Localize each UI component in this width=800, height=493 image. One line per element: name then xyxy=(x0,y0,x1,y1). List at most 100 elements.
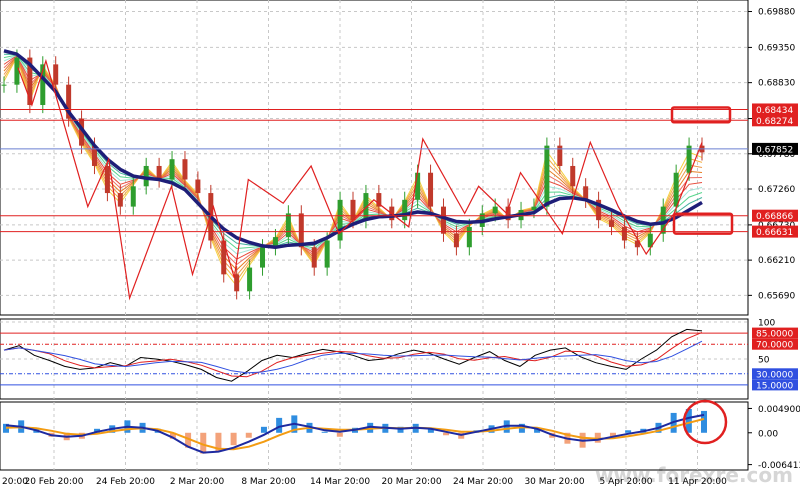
x-tick-label: 14 Mar 20:00 xyxy=(310,477,370,487)
macd-histogram-bar xyxy=(276,417,283,433)
rsi-tick-label: 50 xyxy=(758,356,770,366)
y-tick-label: 0.69350 xyxy=(758,43,795,53)
macd-tick-label: 0.0049007 xyxy=(758,405,800,415)
candle-body xyxy=(673,172,679,207)
x-tick-label: 5 Apr 20:00 xyxy=(600,477,653,487)
candle-body xyxy=(583,186,589,200)
candle-body xyxy=(402,199,408,221)
rsi-tick-label: 100 xyxy=(758,319,775,329)
candle-body xyxy=(686,145,692,173)
rsi-level-badge xyxy=(752,368,798,380)
macd-histogram-bar xyxy=(169,432,176,439)
ma-fan-line xyxy=(3,55,703,276)
price-level-label: 0.66631 xyxy=(756,228,793,238)
candle-body xyxy=(79,118,85,146)
price-level-label: 0.68434 xyxy=(756,106,793,116)
candle-body xyxy=(596,199,602,221)
x-tick-label: 8 Mar 20:00 xyxy=(241,477,296,487)
y-tick-label: 0.69880 xyxy=(758,8,795,18)
price-level-label: 0.66866 xyxy=(756,212,793,222)
macd-histogram-bar xyxy=(518,423,525,433)
candle-body xyxy=(466,226,472,248)
candle-body xyxy=(221,240,227,275)
candle-body xyxy=(182,159,188,180)
candle-body xyxy=(169,159,175,180)
candle-body xyxy=(14,57,20,85)
macd-tick-label: -0.0064131 xyxy=(758,461,800,471)
x-tick-label: 20 Feb 20:00 xyxy=(24,477,83,487)
moving-average-line xyxy=(3,49,703,250)
current-price-badge xyxy=(752,142,798,155)
candle-body xyxy=(156,165,162,180)
candle-body xyxy=(350,199,356,221)
candle-body xyxy=(27,57,33,105)
candle-body xyxy=(311,247,317,268)
candle-body xyxy=(570,165,576,187)
candle-body xyxy=(260,247,266,268)
candle-body xyxy=(298,213,304,248)
rsi-level-label: 85.0000 xyxy=(756,330,793,340)
candle-body xyxy=(40,64,46,105)
candle-body xyxy=(415,172,421,200)
support-highlight-box xyxy=(672,212,734,235)
price-level-badge xyxy=(752,114,798,127)
rsi-signal-line xyxy=(3,340,703,374)
x-tick-label: 24 Feb 20:00 xyxy=(96,477,155,487)
candle-body xyxy=(91,145,97,166)
y-tick-label: 0.67260 xyxy=(758,185,795,195)
candle-body xyxy=(621,226,627,241)
macd-histogram-bar xyxy=(185,432,192,448)
x-tick-label: 11 Apr 20:00 xyxy=(668,477,727,487)
candle-body xyxy=(531,206,537,210)
candle-body xyxy=(634,240,640,248)
macd-histogram-bar xyxy=(443,432,450,436)
x-tick-label: 2 Mar 20:00 xyxy=(170,477,225,487)
macd-histogram-bar xyxy=(3,423,9,433)
candle-body xyxy=(544,145,550,207)
macd-histogram-bar xyxy=(260,426,267,433)
rsi-level-label: 15.0000 xyxy=(756,381,793,391)
candle-body xyxy=(195,179,201,194)
macd-histogram-bar xyxy=(609,432,616,437)
macd-histogram-bar xyxy=(245,432,252,438)
rsi-level-badge xyxy=(752,338,798,350)
candle-body xyxy=(557,145,563,166)
macd-histogram-bar xyxy=(336,432,343,437)
rsi-level-badge xyxy=(752,379,798,391)
candle-body xyxy=(66,84,72,119)
candle-body xyxy=(376,193,382,207)
macd-panel-frame xyxy=(0,401,749,471)
candle-body xyxy=(130,186,136,207)
candle-body xyxy=(53,64,59,85)
macd-histogram-bar xyxy=(230,432,237,446)
current-price-label: 0.67852 xyxy=(756,145,793,155)
price-panel-frame xyxy=(0,0,749,316)
candle-body xyxy=(428,172,434,207)
macd-histogram-bar xyxy=(321,431,328,433)
zigzag-line xyxy=(17,58,703,301)
macd-line xyxy=(5,413,705,454)
watermark-text: www.forexre.com xyxy=(595,463,793,487)
candle-body xyxy=(272,237,278,248)
x-tick-label: 30 Mar 20:00 xyxy=(524,477,584,487)
y-tick-label: 0.68830 xyxy=(758,79,795,89)
macd-histogram-bar xyxy=(685,408,692,433)
y-tick-label: 0.65690 xyxy=(758,291,795,301)
candle-body xyxy=(324,240,330,268)
macd-histogram-bar xyxy=(701,410,707,433)
candle-body xyxy=(609,220,615,227)
x-tick-label: 20:00 xyxy=(2,477,28,487)
macd-tick-label: 0.00 xyxy=(758,429,778,439)
macd-histogram-bar xyxy=(215,432,222,452)
x-tick-label: 24 Mar 20:00 xyxy=(453,477,513,487)
y-tick-label: 0.66210 xyxy=(758,256,795,266)
candle-body xyxy=(647,233,653,248)
candle-body xyxy=(492,206,498,214)
price-level-label: 0.68274 xyxy=(756,117,793,127)
x-tick-label: 20 Mar 20:00 xyxy=(381,477,441,487)
macd-histogram-bar xyxy=(427,427,434,433)
candle-body xyxy=(1,84,7,86)
rsi-panel-frame xyxy=(0,318,749,400)
macd-histogram-bar xyxy=(534,427,541,433)
